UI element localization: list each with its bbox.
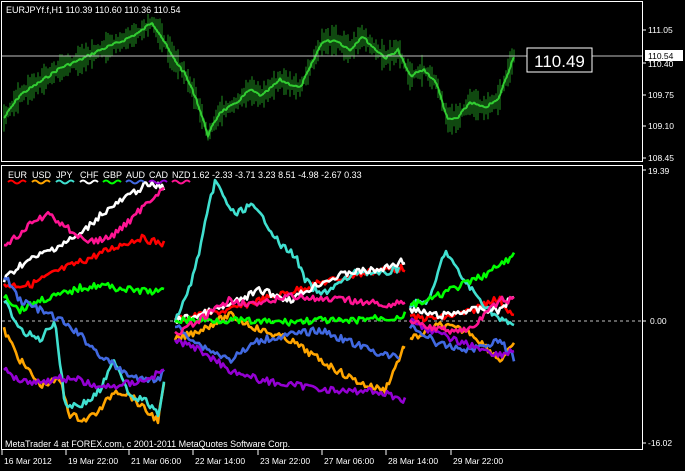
time-axis: 16 Mar 2012 19 Mar 22:00 21 Mar 06:00 22…: [1, 450, 503, 466]
legend-swatch-usd: [31, 179, 51, 185]
strength-line-nzd: [408, 295, 515, 335]
symbol-header: EURJPYf.f,H1 110.39 110.60 110.36 110.54: [6, 5, 180, 15]
strength-line-usd: [2, 326, 166, 425]
lower-y-axis: 19.39 0.00 -16.02: [642, 166, 672, 448]
strength-line-gbp: [174, 311, 407, 327]
strength-line-jpy: [3, 299, 166, 418]
legend-nzd: NZD: [172, 170, 191, 180]
strength-line-gbp: [409, 251, 516, 308]
strength-line-chf: [2, 180, 166, 283]
legend-values: 1.62 -2.33 -3.71 3.23 8.51 -4.98 -2.67 0…: [192, 170, 362, 180]
indicator-legend: EUR USD JPY CHF GBP AUD CAD NZD 1.62 -2.…: [7, 170, 362, 185]
legend-gbp: GBP: [103, 170, 122, 180]
upper-y-tick: 111.05: [648, 25, 673, 35]
big-price-label: 110.49: [534, 52, 585, 71]
bid-price-tag: 110.54: [645, 50, 683, 61]
copyright-notice: MetaTrader 4 at FOREX.com, c 2001-2011 M…: [5, 439, 290, 449]
strength-line-cad: [173, 338, 407, 404]
upper-y-tick: 108.45: [648, 153, 674, 163]
time-tick: 23 Mar 22:00: [260, 456, 310, 466]
lower-y-tick: 19.39: [648, 166, 670, 176]
bid-price-tag-label: 110.54: [648, 51, 674, 61]
time-tick: 28 Mar 14:00: [388, 456, 438, 466]
price-bars: [3, 13, 515, 141]
lower-y-tick: -16.02: [648, 438, 672, 448]
legend-usd: USD: [32, 170, 52, 180]
legend-chf: CHF: [80, 170, 99, 180]
time-tick: 29 Mar 22:00: [453, 456, 503, 466]
strength-line-aud: [408, 323, 516, 362]
currency-strength-lines: [2, 178, 516, 425]
legend-swatch-aud: [125, 179, 145, 185]
big-price-box: 110.49: [526, 47, 593, 73]
time-tick: 22 Mar 14:00: [195, 456, 245, 466]
lower-pane-frame: [1, 165, 643, 450]
time-tick: 27 Mar 06:00: [324, 456, 374, 466]
time-tick: 21 Mar 06:00: [131, 456, 181, 466]
strength-line-cad: [3, 366, 165, 390]
strength-line-nzd: [3, 186, 165, 247]
legend-swatch-eur: [7, 179, 27, 185]
strength-line-eur: [2, 233, 166, 289]
time-tick: 19 Mar 22:00: [68, 456, 118, 466]
strength-line-chf: [408, 295, 515, 320]
legend-swatch-jpy: [55, 179, 75, 185]
upper-y-tick: 109.10: [648, 121, 674, 131]
lower-y-tick: 0.00: [650, 316, 667, 326]
legend-aud: AUD: [126, 170, 146, 180]
legend-cad: CAD: [149, 170, 169, 180]
legend-swatch-cad: [148, 179, 168, 185]
upper-y-tick: 109.75: [648, 90, 674, 100]
legend-swatch-nzd: [171, 179, 191, 185]
legend-jpy: JPY: [56, 170, 73, 180]
legend-swatch-chf: [79, 179, 99, 185]
strength-line-usd: [173, 310, 406, 395]
legend-eur: EUR: [8, 170, 28, 180]
upper-y-axis: 111.05 110.40 109.75 109.10 108.45: [642, 25, 674, 163]
strength-line-gbp: [2, 281, 165, 315]
upper-pane-frame: [1, 1, 643, 162]
strength-line-aud: [3, 276, 165, 384]
time-tick: 16 Mar 2012: [4, 456, 52, 466]
strength-line-cad: [408, 317, 515, 359]
strength-line-aud: [174, 324, 400, 364]
legend-swatch-gbp: [102, 179, 122, 185]
upper-y-tick: 110.40: [648, 59, 674, 69]
strength-line-nzd: [174, 292, 406, 336]
